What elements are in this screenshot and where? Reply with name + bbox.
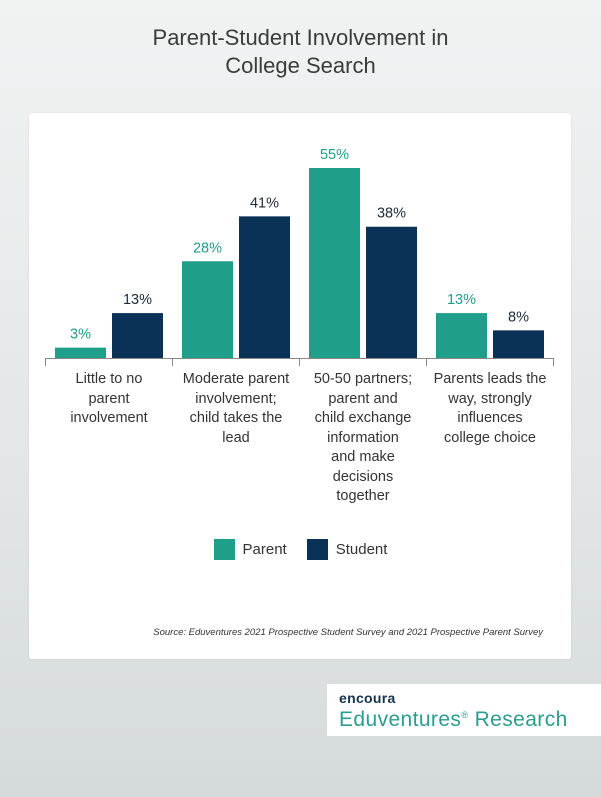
bar-student-1 [239,216,290,358]
legend-label-student: Student [335,541,388,558]
chart-title: Parent-Student Involvement in College Se… [0,24,601,80]
bar-student-2 [366,226,417,358]
category-label-0-line-1: parent [88,390,130,407]
bar-student-0 [112,313,163,358]
chart-title-line-1: Parent-Student Involvement in [152,25,449,50]
category-label-3-line-0: Parents leads the [433,371,547,387]
data-label-student-3: 8% [508,309,529,325]
data-label-student-1: 41% [250,195,279,211]
category-label-3-line-2: influences [457,410,523,426]
bar-parent-2 [309,168,360,358]
category-label-0-line-2: involvement [70,410,148,426]
category-label-2-line-5: decisions [332,468,394,485]
legend-swatch-parent [213,539,235,560]
category-label-3: Parents leads the way, strongly influences… [426,370,554,448]
brand-name-encoura: encoura [339,690,396,706]
category-label-2-line-4: and make [331,449,395,465]
category-label-1-line-0: Moderate parent [182,371,290,387]
legend-swatch-student [306,539,328,560]
category-label-3-line-3: college choice [444,429,536,446]
brand-registered-mark: ® [461,710,469,720]
legend: Parent Student [0,539,601,560]
data-label-parent-1: 28% [193,240,222,256]
legend-label-parent: Parent [242,541,287,558]
brand-logo: encoura Eduventures® Research [327,684,601,736]
category-label-1-line-3: lead [222,429,250,446]
category-label-2-line-6: together [336,488,390,504]
legend-item-student: Student [306,539,388,560]
brand-name-eduventures: Eduventures® Research [339,708,568,732]
bar-parent-1 [182,261,233,358]
data-label-parent-3: 13% [447,292,476,308]
brand-research-word: Research [468,708,568,731]
category-label-2-line-0: 50-50 partners; [313,371,413,387]
legend-item-parent: Parent [213,539,287,560]
bar-parent-0 [55,347,106,358]
category-label-2-line-2: child exchange [314,410,412,426]
data-label-parent-0: 3% [70,327,91,343]
chart-card [29,113,571,659]
category-label-1-line-2: child takes the [189,410,283,426]
category-label-2-line-3: information [327,429,399,446]
data-label-student-0: 13% [123,292,152,308]
bar-student-3 [493,330,544,358]
category-label-2-line-1: parent and [328,390,398,407]
brand-eduventures-word: Eduventures [339,708,462,731]
category-label-1: Moderate parent involvement; child takes t… [172,370,300,448]
source-note: Source: Eduventures 2021 Prospective Stu… [153,627,543,638]
category-label-1-line-1: involvement; [195,390,277,407]
bar-parent-3 [436,313,487,358]
chart-title-line-2: College Search [225,53,376,78]
data-label-student-2: 38% [377,206,406,222]
category-label-2: 50-50 partners; parent and child exchange i… [299,370,427,507]
data-label-parent-2: 55% [320,147,349,163]
category-label-0: Little to no parent involvement [45,370,173,429]
category-label-3-line-1: way, strongly [448,390,532,407]
category-label-0-line-0: Little to no [75,371,143,387]
